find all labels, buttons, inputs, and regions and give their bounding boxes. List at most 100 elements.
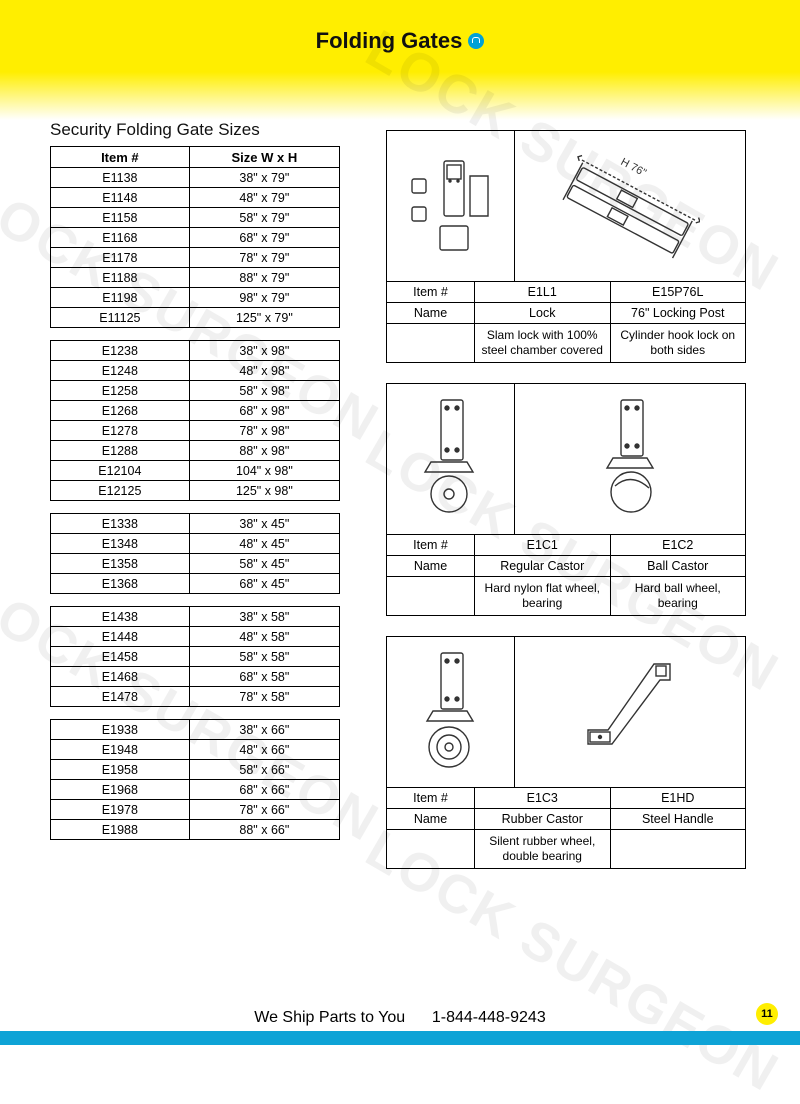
svg-text:H 76": H 76" [618,156,648,179]
item-number-cell: E1368 [51,574,190,594]
label-name: Name [387,303,475,323]
size-cell: 78" x 79" [189,248,339,268]
size-cell: 78" x 98" [189,421,339,441]
table-row: E136868" x 45" [51,574,340,594]
spacer-cell [387,577,475,615]
size-cell: 58" x 79" [189,208,339,228]
item-number-cell: E1168 [51,228,190,248]
size-cell: 78" x 58" [189,687,339,707]
item-number-cell: E1458 [51,647,190,667]
footer-blue-bar [0,1031,800,1045]
table-row: E116868" x 79" [51,228,340,248]
label-item: Item # [387,535,475,555]
size-cell: 98" x 79" [189,288,339,308]
item-number-cell: E1958 [51,760,190,780]
size-cell: 68" x 58" [189,667,339,687]
lock-icon [468,33,484,49]
table-row: E114848" x 79" [51,188,340,208]
size-cell: 104" x 98" [189,461,339,481]
table-row: E144848" x 58" [51,627,340,647]
footer-phone: 1-844-448-9243 [432,1009,546,1026]
table-row: E135858" x 45" [51,554,340,574]
page-number-badge: 11 [756,1003,778,1025]
table-row: E128888" x 98" [51,441,340,461]
item-number-cell: E1248 [51,361,190,381]
size-cell: 38" x 58" [189,607,339,627]
table-row: E134848" x 45" [51,534,340,554]
table-row: E197878" x 66" [51,800,340,820]
item-number-cell: E1138 [51,168,190,188]
table-row: E125858" x 98" [51,381,340,401]
table-row: E147878" x 58" [51,687,340,707]
castor-regular-image [387,384,515,534]
page-title: Folding Gates [316,28,485,54]
table-row: E113838" x 79" [51,168,340,188]
size-cell: 125" x 79" [189,308,339,328]
table-row: E133838" x 45" [51,514,340,534]
size-table: E123838" x 98"E124848" x 98"E125858" x 9… [50,340,340,501]
item-number-cell: E1438 [51,607,190,627]
item-number-cell: E1188 [51,268,190,288]
size-cell: 48" x 58" [189,627,339,647]
table-row: E198888" x 66" [51,820,340,840]
product-card: H 76" Item #E1L1E15P76LNameLock76" Locki… [386,130,746,363]
product-description: Silent rubber wheel, double bearing [475,830,611,868]
size-cell: 58" x 98" [189,381,339,401]
table-row: E193838" x 66" [51,720,340,740]
size-table: Item #Size W x HE113838" x 79"E114848" x… [50,146,340,328]
table-row: E124848" x 98" [51,361,340,381]
size-cell: 88" x 79" [189,268,339,288]
product-item-number: E1L1 [475,282,611,302]
size-cell: 125" x 98" [189,481,339,501]
product-card: Item #E1C1E1C2NameRegular CastorBall Cas… [386,383,746,616]
item-number-cell: E1988 [51,820,190,840]
right-column: H 76" Item #E1L1E15P76LNameLock76" Locki… [386,120,772,889]
size-cell: 58" x 58" [189,647,339,667]
size-cell: 58" x 45" [189,554,339,574]
item-number-cell: E1148 [51,188,190,208]
product-description: Hard ball wheel, bearing [611,577,746,615]
size-cell: 38" x 98" [189,341,339,361]
size-cell: 38" x 79" [189,168,339,188]
product-card: Item #E1C3E1HDNameRubber CastorSteel Han… [386,636,746,869]
product-description: Slam lock with 100% steel chamber covere… [475,324,611,362]
item-number-cell: E11125 [51,308,190,328]
item-number-cell: E1468 [51,667,190,687]
size-cell: 58" x 66" [189,760,339,780]
spacer-cell [387,324,475,362]
size-cell: 48" x 79" [189,188,339,208]
size-cell: 48" x 98" [189,361,339,381]
product-item-number: E1C1 [475,535,611,555]
table-row: E145858" x 58" [51,647,340,667]
label-name: Name [387,809,475,829]
item-number-cell: E1258 [51,381,190,401]
item-number-cell: E1938 [51,720,190,740]
header-band: Folding Gates [0,0,800,120]
item-number-cell: E1158 [51,208,190,228]
size-cell: 88" x 66" [189,820,339,840]
table-row: E126868" x 98" [51,401,340,421]
table-row: E194848" x 66" [51,740,340,760]
size-cell: 38" x 66" [189,720,339,740]
spacer-cell [387,830,475,868]
product-name: Steel Handle [611,809,746,829]
table-row: E115858" x 79" [51,208,340,228]
item-number-cell: E1478 [51,687,190,707]
size-cell: 68" x 66" [189,780,339,800]
product-name: Ball Castor [611,556,746,576]
item-number-cell: E1978 [51,800,190,820]
footer-ship-text: We Ship Parts to You [254,1009,405,1026]
table-row: E123838" x 98" [51,341,340,361]
table-row: E196868" x 66" [51,780,340,800]
product-name: Regular Castor [475,556,611,576]
product-description [611,830,746,868]
item-number-cell: E1288 [51,441,190,461]
table-row: E127878" x 98" [51,421,340,441]
table-row: E195858" x 66" [51,760,340,780]
product-name: Lock [475,303,611,323]
item-number-cell: E1238 [51,341,190,361]
table-row: E118888" x 79" [51,268,340,288]
product-item-number: E1HD [611,788,746,808]
size-table-header: Item # [51,147,190,168]
label-item: Item # [387,788,475,808]
